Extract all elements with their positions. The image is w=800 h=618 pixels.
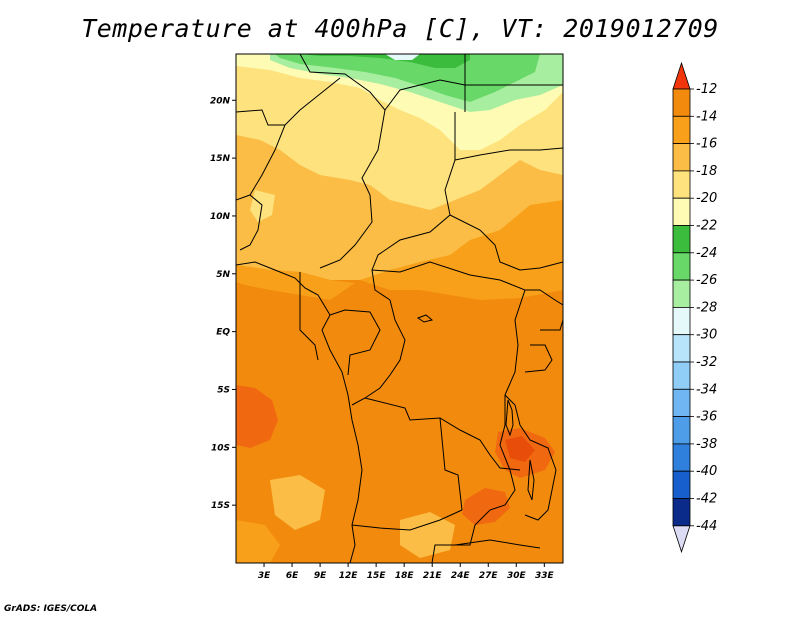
country-borders [236,54,563,563]
colorbar-bottom-arrow [672,525,691,554]
colorbar-swatch [672,252,691,281]
colorbar-label: -28 [696,300,717,315]
border-line [236,194,263,251]
field-band-24 [300,54,470,68]
colorbar-swatch [672,197,691,226]
border-line [449,214,563,271]
field-patch-16d [400,512,455,558]
border-line [439,417,463,511]
colorbar-swatch [672,115,691,145]
colorbar-label: -20 [696,191,717,206]
x-axis: 3E 6E 9E 12E 15E 18E 21E 24E 27E 30E 33E [258,563,555,581]
border-line [384,79,466,111]
border-line [299,54,386,269]
border-line [504,394,557,521]
border-line [454,147,563,161]
border-line [431,395,516,563]
y-tick-label: 10N [210,212,231,222]
map-frame [235,53,564,564]
y-axis: 20N 15N 10N 5N EQ 5S 10S 15S [210,96,236,511]
field-patch-16e [236,520,280,563]
colorbar-label: -24 [696,246,717,261]
colorbar-label: -14 [696,109,717,124]
border-line [454,539,541,549]
colorbar-swatch [672,279,691,308]
border-line [371,261,526,396]
coastline-west [236,261,363,563]
field-patch-16c [270,475,325,530]
lake-outline [527,459,535,501]
colorbar-swatch [672,388,691,417]
colorbar-swatch [672,306,691,336]
colorbar-swatch [672,170,691,199]
x-tick-label: 3E [258,571,271,581]
border-line [329,309,381,376]
border-line [299,272,319,361]
border-line [351,509,463,531]
x-tick-label: 6E [286,571,299,581]
border-line [540,319,563,331]
colorbar-label: -40 [696,464,717,479]
y-tick-label: 20N [210,96,231,106]
x-tick-label: 33E [535,571,555,581]
field-band-26 [275,54,540,102]
y-tick-label: 5S [217,385,230,395]
border-line [371,112,456,301]
colorbar-label: -30 [696,328,717,343]
colorbar-swatch [672,498,691,527]
y-tick-label: 10S [211,443,230,453]
colorbar-label: -34 [696,382,717,397]
field-patch-12c [462,488,510,525]
lake-outline [416,314,434,323]
x-tick-label: 9E [314,571,327,581]
colorbar-label: -26 [696,273,717,288]
colorbar-label: -22 [696,219,717,234]
field-patch-12a [236,385,278,448]
colorbar-swatch [672,470,691,499]
colorbar-swatch [672,334,691,363]
border-line [351,299,406,406]
colorbar-swatch [672,416,691,445]
colorbar-swatch [672,361,691,390]
y-tick-label: 5N [216,270,230,280]
colorbar-top-arrow [672,61,691,90]
y-tick-label: 15N [210,154,231,164]
x-tick-label: 27E [479,571,499,581]
x-tick-label: 18E [395,571,415,581]
colorbar-label: -36 [696,410,717,425]
lake-outline [505,399,514,437]
x-tick-label: 30E [507,571,527,581]
colorbar-label: -18 [696,164,717,179]
map-title: Temperature at 400hPa [C], VT: 201901270… [81,14,719,43]
border-line [236,77,341,126]
colorbar-swatch [672,225,691,254]
colorbar-label: -16 [696,137,717,152]
colorbar-label: -42 [696,492,717,507]
colorbar-label: -32 [696,355,717,370]
colorbar-swatch [672,143,691,172]
colorbar-swatch [672,443,691,472]
colorbar: -12 -14 -16 -18 -20 -22 -24 -26 -28 -30 -32 -34 -36 -… [672,61,717,554]
colorbar-label: -38 [696,437,717,452]
border-line [364,397,521,471]
border-line [249,124,286,196]
x-tick-label: 21E [423,571,443,581]
colorbar-label: -44 [696,519,717,534]
border-line [524,344,553,373]
field-band-30 [385,54,420,60]
field-patch-12d [505,436,535,462]
colorbar-swatch [672,88,691,117]
temperature-field [236,54,563,563]
colorbar-label: -12 [696,82,717,97]
field-patch-20a [250,190,275,222]
y-tick-label: EQ [216,328,230,338]
border-line [525,289,563,306]
y-tick-label: 15S [211,501,230,511]
x-tick-label: 24E [451,571,471,581]
credit-text: GrADS: IGES/COLA [4,604,98,614]
x-tick-label: 12E [339,571,359,581]
x-tick-label: 15E [367,571,387,581]
field-patch-16b [236,265,355,300]
